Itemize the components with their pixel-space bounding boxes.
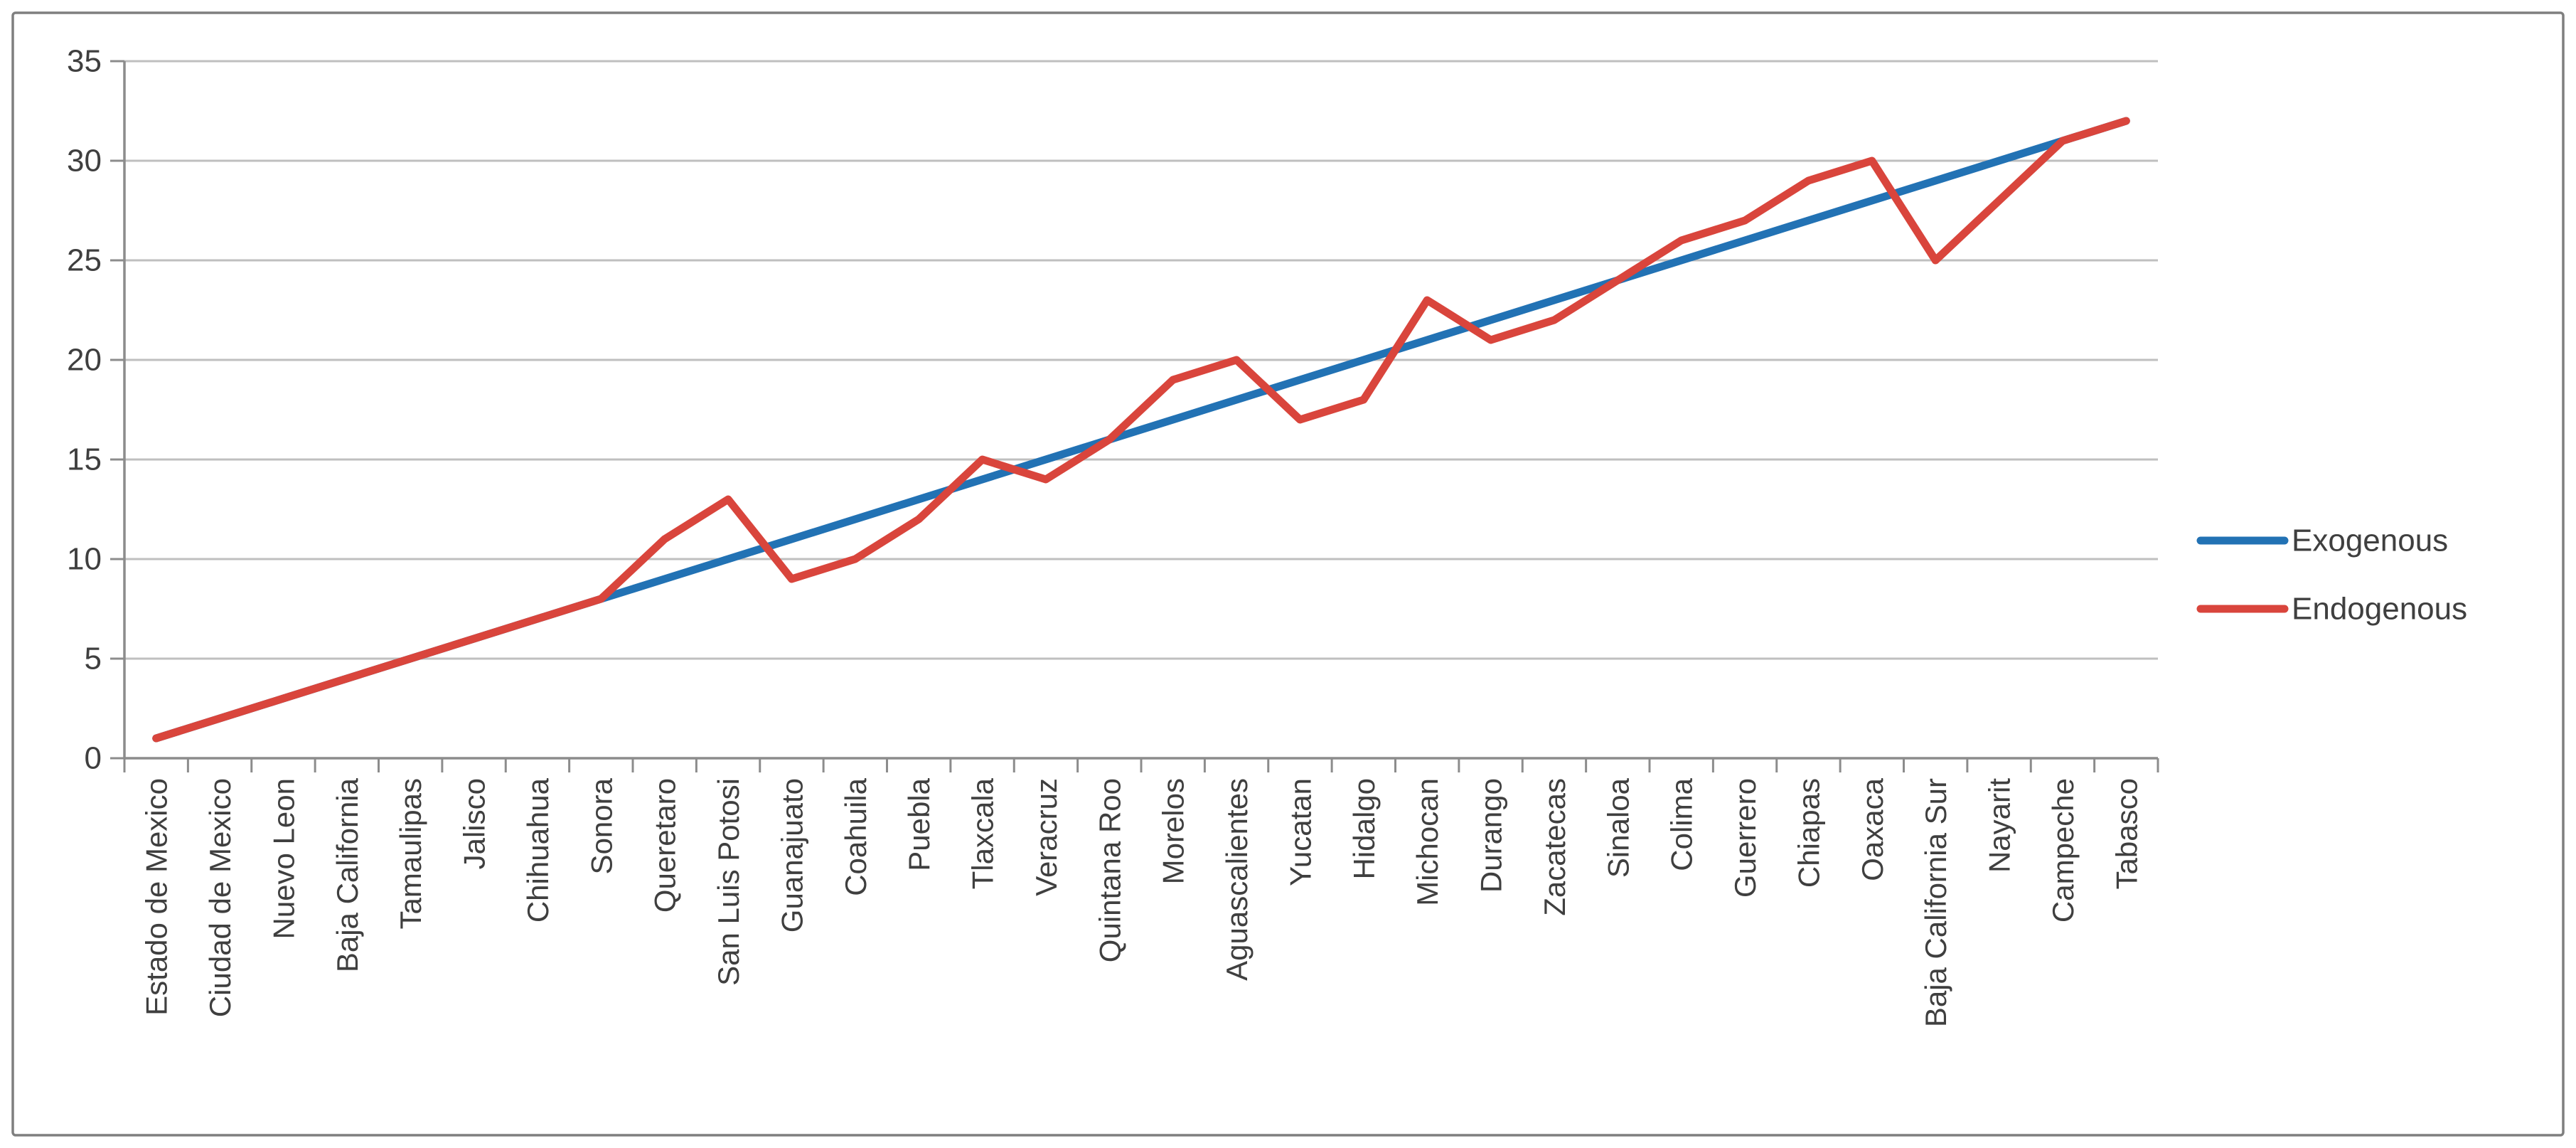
y-axis-tick-label: 10 [67, 542, 102, 577]
y-axis-tick-label: 20 [67, 343, 102, 378]
x-axis-category-label: Nayarit [1983, 778, 2016, 873]
x-axis-category-label: Quintana Roo [1093, 778, 1126, 962]
x-axis-category-label: Oaxaca [1856, 777, 1889, 881]
x-axis-category-label: Guerrero [1728, 778, 1762, 898]
legend-label-exogenous[interactable]: Exogenous [2292, 523, 2448, 558]
legend-item-exogenous[interactable]: Exogenous [2196, 523, 2448, 558]
x-axis-category-label: Yucatan [1283, 778, 1317, 886]
y-axis-tick-label: 15 [67, 442, 102, 477]
y-gridlines-group: 0 5 10 15 20 25 30 35 [67, 44, 2158, 776]
x-axis-category-label: Coahuila [839, 777, 872, 895]
series-endogenous-line[interactable] [152, 117, 2130, 743]
y-axis-tick-label: 0 [85, 741, 102, 776]
x-axis-category-label: Morelos [1157, 778, 1190, 884]
legend-item-endogenous[interactable]: Endogenous [2196, 592, 2467, 627]
x-axis-category-label: Jalisco [458, 778, 491, 869]
x-axis-category-label: Durango [1475, 778, 1508, 893]
x-axis-category-label: Baja California Sur [1919, 778, 1952, 1027]
x-axis-category-label: Veracruz [1030, 778, 1063, 896]
x-axis-category-label: Puebla [902, 777, 936, 871]
x-axis-category-label: Tabasco [2110, 778, 2143, 889]
y-axis-tick-label: 5 [85, 642, 102, 676]
x-axis-category-label: Colima [1665, 777, 1699, 871]
x-axis-category-label: Ciudad de Mexico [203, 778, 237, 1017]
x-axis-category-label: Sinaloa [1601, 777, 1635, 878]
chart-border [11, 11, 2565, 1137]
y-axis-tick-label: 25 [67, 243, 102, 278]
x-axis-category-label: Baja California [331, 777, 364, 972]
x-axis-category-label: San Luis Potosi [712, 778, 745, 986]
x-axis-category-label: Tamaulipas [394, 778, 427, 929]
x-axis-category-label: Chihuahua [521, 777, 555, 923]
y-axis-tick-label: 35 [67, 44, 102, 79]
x-axis-category-label: Estado de Mexico [140, 778, 173, 1016]
x-axis-category-label: Aguascalientes [1220, 778, 1254, 981]
x-category-labels-group: Estado de Mexico Ciudad de Mexico Nuevo Le… [140, 777, 2144, 1027]
x-axis-category-label: Tlaxcala [966, 777, 1000, 889]
x-axis-category-label: Nuevo Leon [267, 778, 300, 940]
x-axis-category-label: Campeche [2046, 778, 2080, 923]
x-axis-category-label: Sonora [584, 777, 618, 874]
x-axis-category-label: Michocan [1411, 778, 1444, 906]
x-axis-category-label: Zacatecas [1538, 778, 1571, 916]
x-axis-category-label: Chiapas [1792, 778, 1825, 888]
x-ticks-group [123, 758, 2159, 772]
x-axis-category-label: Guanajuato [775, 778, 808, 932]
x-axis-category-label: Hidalgo [1347, 778, 1381, 879]
legend: Exogenous Endogenous [2196, 523, 2467, 627]
x-axis-category-label: Queretaro [648, 778, 682, 913]
y-axis-tick-label: 30 [67, 144, 102, 179]
legend-label-endogenous[interactable]: Endogenous [2292, 592, 2467, 627]
